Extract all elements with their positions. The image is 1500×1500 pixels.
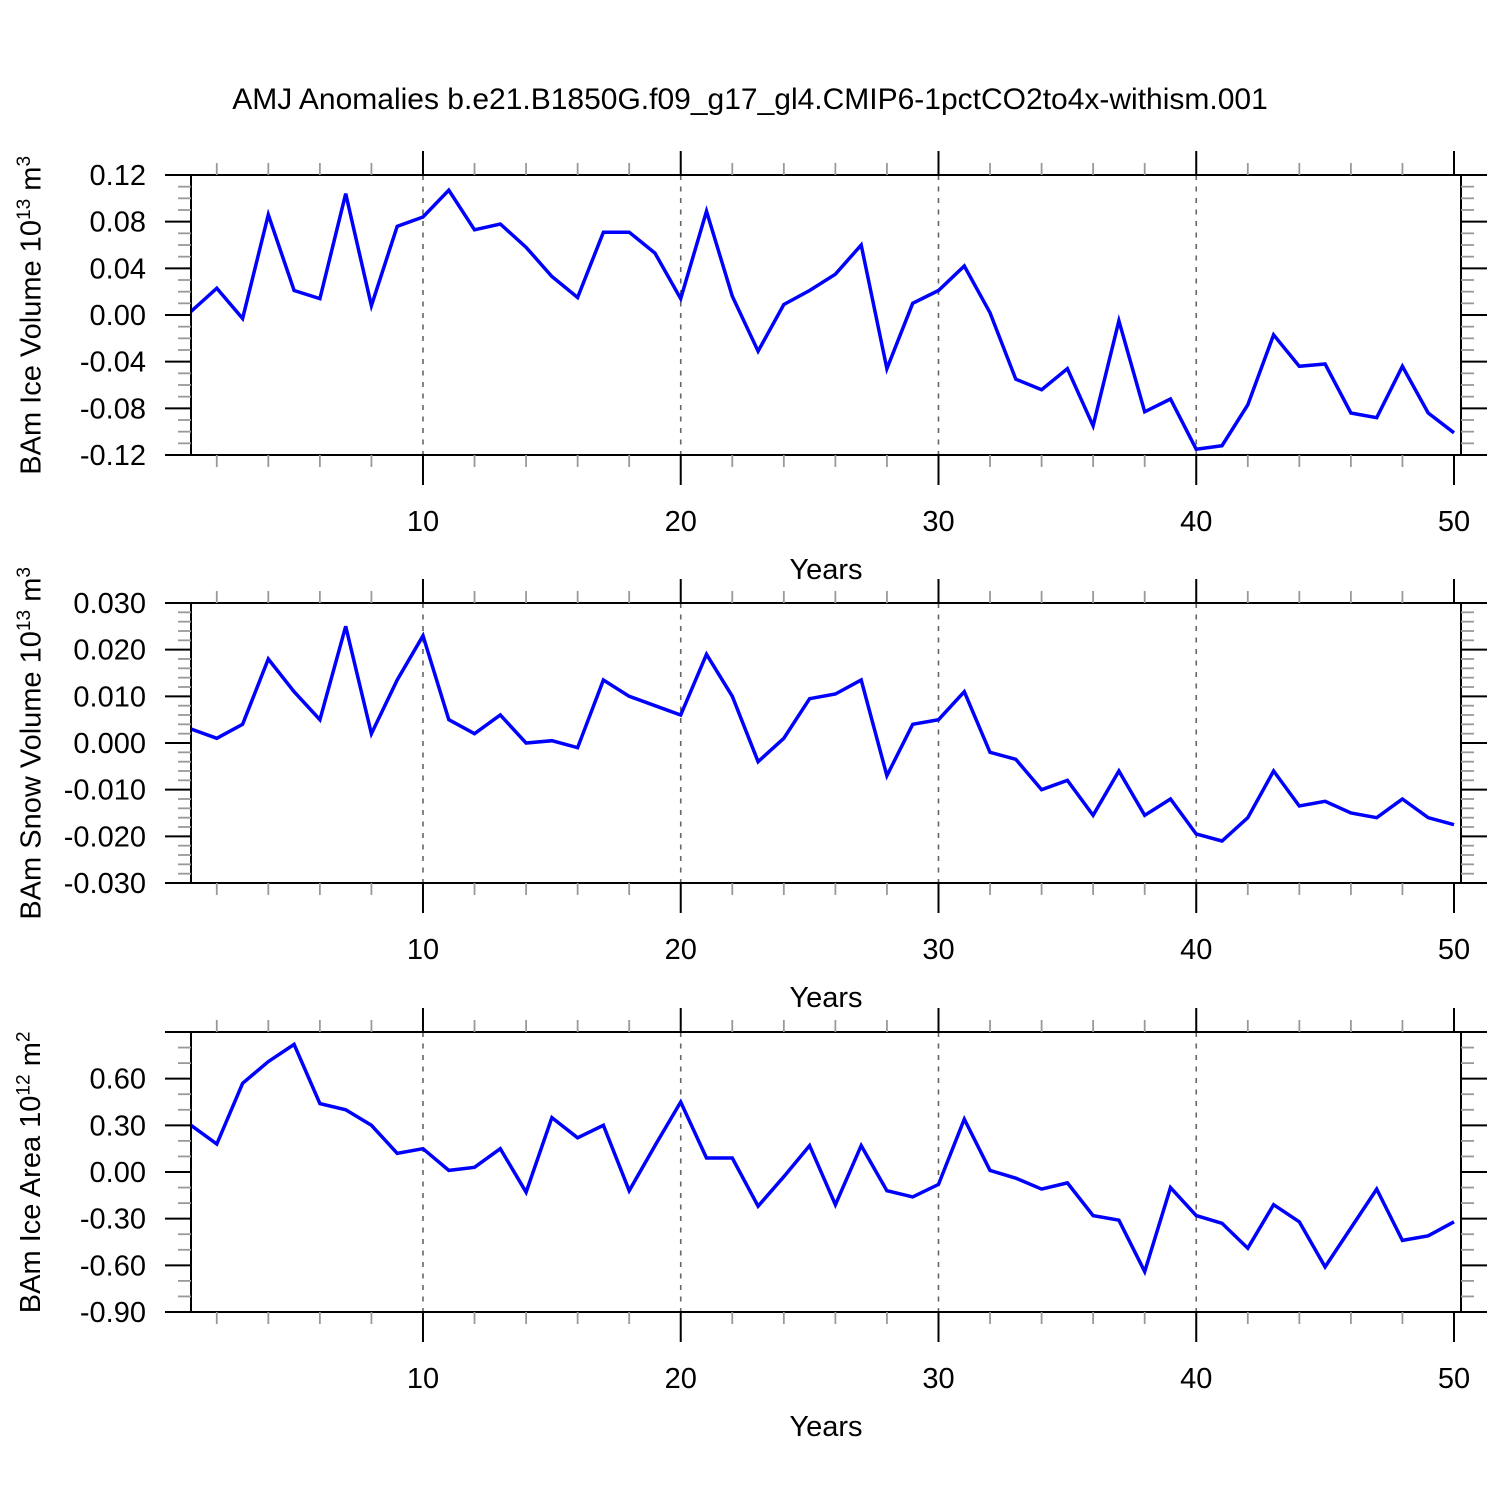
y-tick-label: 0.00 — [90, 1157, 146, 1189]
x-tick-label: 40 — [1180, 506, 1212, 538]
plot-box — [190, 1031, 1462, 1313]
y-tick-label: 0.04 — [90, 253, 146, 285]
x-tick-label: 30 — [922, 1363, 954, 1395]
plot-box — [190, 602, 1462, 884]
y-tick-label: 0.010 — [73, 681, 146, 713]
x-axis-title: Years — [789, 554, 862, 586]
x-tick-label: 10 — [407, 506, 439, 538]
y-tick-label: 0.020 — [73, 635, 146, 667]
data-line-1 — [189, 187, 1456, 452]
x-tick-label: 50 — [1438, 1363, 1470, 1395]
data-line-2 — [190, 625, 1455, 843]
y-tick-label: -0.12 — [80, 440, 146, 472]
y-tick-label: -0.010 — [64, 775, 146, 807]
x-axis-title: Years — [789, 982, 862, 1014]
x-tick-label: 40 — [1180, 1363, 1212, 1395]
y-tick-label: 0.08 — [90, 207, 146, 239]
x-tick-label: 10 — [407, 1363, 439, 1395]
y-tick-label: -0.60 — [80, 1250, 146, 1282]
panel-1: 10 20 30 40 50 0.12 0.08 0.04 0.00 -0.04 -0.08 -0.1… — [80, 151, 1487, 586]
y-tick-label: 0.60 — [90, 1064, 146, 1096]
x-axis-title: Years — [789, 1411, 862, 1443]
x-tick-label: 20 — [665, 506, 697, 538]
x-tick-label: 20 — [665, 1363, 697, 1395]
y-tick-label: -0.08 — [80, 393, 146, 425]
figure-title: AMJ Anomalies b.e21.B1850G.f09_g17_gl4.C… — [232, 83, 1268, 116]
x-tick-label: 40 — [1180, 934, 1212, 966]
y-tick-label: -0.90 — [80, 1297, 146, 1329]
x-tick-label: 10 — [407, 934, 439, 966]
y-tick-label: 0.00 — [90, 300, 146, 332]
y-tick-label: 0.000 — [73, 728, 146, 760]
panel-3: 10 20 30 40 50 0.60 0.30 0.00 -0.30 -0.60 -0.90 Yea… — [80, 1008, 1487, 1443]
y-tick-label: -0.020 — [64, 821, 146, 853]
y-tick-label: -0.04 — [80, 347, 146, 379]
x-tick-label: 50 — [1438, 934, 1470, 966]
y-tick-label: 0.030 — [73, 588, 146, 620]
x-tick-label: 20 — [665, 934, 697, 966]
data-line-3 — [189, 1041, 1455, 1277]
panel-2: 10 20 30 40 50 0.030 0.020 0.010 0.000 -0.010 -0.0… — [64, 579, 1487, 1014]
y-tick-label: -0.030 — [64, 868, 146, 900]
y-tick-label: -0.30 — [80, 1204, 146, 1236]
x-tick-label: 30 — [922, 934, 954, 966]
y-tick-label: 0.12 — [90, 160, 146, 192]
plot-box — [190, 174, 1462, 456]
y-tick-label: 0.30 — [90, 1110, 146, 1142]
x-tick-label: 30 — [922, 506, 954, 538]
x-tick-label: 50 — [1438, 506, 1470, 538]
